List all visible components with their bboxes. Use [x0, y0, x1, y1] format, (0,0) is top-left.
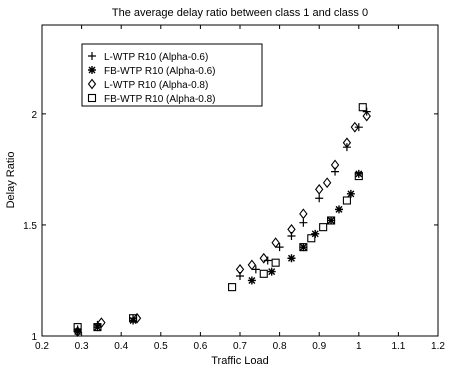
legend-label: FB-WTP R10 (Alpha-0.6)	[104, 66, 216, 77]
x-tick-label: 0.6	[193, 341, 207, 352]
data-point-asterisk	[287, 254, 296, 263]
data-point-diamond	[299, 208, 308, 220]
legend: L-WTP R10 (Alpha-0.6) FB-WTP R10 (Alpha-0…	[81, 43, 263, 107]
y-axis-label: Delay Ratio	[5, 152, 17, 209]
data-point-square	[327, 216, 336, 225]
points-layer	[73, 103, 371, 337]
data-point-square	[319, 223, 328, 232]
data-point-diamond	[132, 312, 142, 324]
legend-marker-asterisk	[88, 66, 96, 74]
data-point-square	[129, 314, 138, 323]
data-point-square	[299, 243, 308, 252]
data-point-asterisk	[267, 267, 276, 276]
legend-label: L-WTP R10 (Alpha-0.8)	[104, 80, 208, 91]
data-point-square	[307, 234, 316, 243]
data-point-asterisk	[93, 323, 102, 332]
data-point-square	[271, 258, 280, 267]
legend-label: FB-WTP R10 (Alpha-0.8)	[104, 94, 216, 105]
data-point-asterisk	[299, 243, 308, 252]
x-tick-label: 0.7	[233, 341, 247, 352]
chart-title: The average delay ratio between class 1 …	[112, 7, 368, 19]
data-point-diamond	[271, 237, 280, 249]
x-tick-label: 0.4	[114, 341, 128, 352]
y-tick-label: 1.5	[23, 221, 37, 232]
data-point-diamond	[287, 223, 296, 235]
ticks-layer: 0.2 0.3 0.4 0.5 0.6 0.7 0.8 0.9 1 1.1 1.2 1 1.5 2	[23, 25, 445, 352]
data-point-asterisk	[129, 316, 138, 325]
legend-entries: L-WTP R10 (Alpha-0.6) FB-WTP R10 (Alpha-0…	[87, 52, 216, 105]
x-tick-label: 0.5	[154, 341, 168, 352]
y-tick-label: 1	[31, 332, 37, 343]
data-point-asterisk	[247, 276, 256, 285]
data-point-diamond	[330, 159, 340, 171]
data-point-asterisk	[346, 189, 355, 198]
data-point-asterisk	[327, 216, 336, 225]
data-point-square	[93, 323, 102, 332]
data-point-diamond	[322, 177, 332, 189]
data-point-square	[228, 283, 237, 292]
x-tick-label: 1.2	[431, 341, 445, 352]
data-point-plus	[299, 218, 308, 227]
x-tick-label: 0.9	[312, 341, 326, 352]
legend-marker-diamond	[87, 78, 97, 90]
data-point-diamond	[73, 326, 82, 337]
data-point-diamond	[362, 110, 371, 122]
data-point-plus	[275, 243, 284, 252]
data-point-plus	[251, 265, 260, 274]
legend-marker-plus	[88, 52, 96, 60]
data-point-asterisk	[354, 169, 363, 178]
data-point-diamond	[342, 137, 352, 149]
x-tick-label: 0.3	[75, 341, 89, 352]
data-point-plus	[315, 194, 324, 203]
data-point-square	[354, 172, 363, 181]
x-axis-label: Traffic Load	[211, 355, 268, 367]
y-tick-label: 2	[31, 110, 37, 121]
legend-marker-square	[87, 93, 97, 103]
x-tick-label: 0.8	[273, 341, 287, 352]
x-tick-label: 0.2	[35, 341, 49, 352]
data-point-square	[342, 196, 351, 205]
legend-label: L-WTP R10 (Alpha-0.6)	[104, 52, 208, 63]
data-point-square	[358, 103, 367, 112]
data-point-diamond	[259, 252, 268, 264]
data-point-asterisk	[311, 229, 320, 238]
x-tick-label: 1	[356, 341, 362, 352]
data-point-diamond	[315, 183, 324, 195]
data-point-asterisk	[335, 205, 343, 214]
legend-box	[81, 43, 263, 107]
data-point-square	[73, 323, 82, 332]
data-point-asterisk	[73, 327, 82, 336]
data-point-diamond	[247, 259, 257, 271]
data-point-square	[259, 269, 268, 278]
data-point-diamond	[350, 121, 360, 133]
x-tick-label: 1.1	[391, 341, 405, 352]
data-point-diamond	[235, 263, 245, 275]
